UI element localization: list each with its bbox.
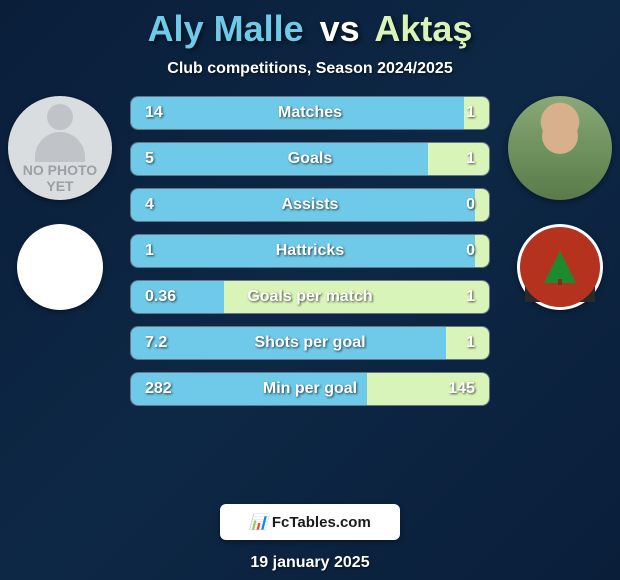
stat-row: 141Matches [130,96,490,130]
player1-team-badge [17,224,103,310]
stat-label: Min per goal [131,373,489,405]
player1-avatar: NO PHOTO YET [8,96,112,200]
stat-row: 0.361Goals per match [130,280,490,314]
player2-name: Aktaş [374,8,472,49]
comparison-arena: NO PHOTO YET 141Matches51Goals40Assists1… [0,96,620,476]
brand-text: FcTables.com [272,514,371,531]
person-placeholder-icon [30,102,90,162]
stat-row: 7.21Shots per goal [130,326,490,360]
left-column: NO PHOTO YET [0,96,120,310]
stat-label: Assists [131,189,489,221]
vs-text: vs [320,8,360,49]
team-ring-icon [520,227,600,307]
stat-row: 10Hattricks [130,234,490,268]
comparison-title: Aly Malle vs Aktaş [0,0,620,50]
no-photo-line1: NO PHOTO [23,162,97,178]
no-photo-line2: YET [46,178,73,194]
brand-tag[interactable]: 📊 FcTables.com [220,504,400,540]
right-column [500,96,620,310]
stat-label: Goals per match [131,281,489,313]
date-text: 19 january 2025 [0,554,620,572]
subtitle: Club competitions, Season 2024/2025 [0,60,620,78]
stat-row: 51Goals [130,142,490,176]
stat-label: Goals [131,143,489,175]
player1-name: Aly Malle [148,8,304,49]
stat-label: Shots per goal [131,327,489,359]
stat-row: 282145Min per goal [130,372,490,406]
player2-head-icon [542,118,578,154]
stat-row: 40Assists [130,188,490,222]
stat-label: Hattricks [131,235,489,267]
player2-avatar [508,96,612,200]
tree-icon [544,251,576,283]
stat-bars: 141Matches 51Goals 40Assists 10Hattricks 0.3… [130,96,490,406]
stat-label: Matches [131,97,489,129]
chart-icon: 📊 [249,513,268,531]
